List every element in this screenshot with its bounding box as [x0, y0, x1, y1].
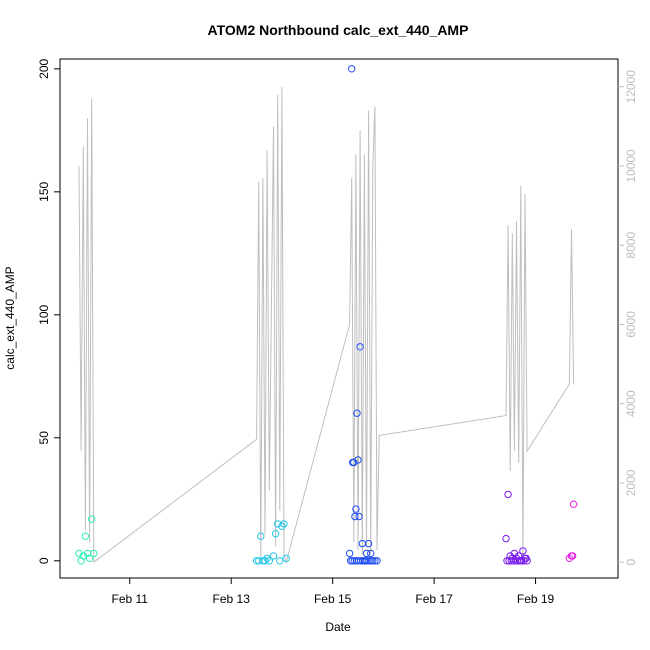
- y-axis: 0 50 100 150 200: [37, 59, 60, 564]
- data-point: [280, 520, 288, 528]
- data-point: [348, 65, 356, 73]
- data-point: [516, 557, 524, 565]
- data-point: [355, 512, 363, 521]
- data-point: [263, 554, 271, 562]
- data-point: [356, 343, 364, 351]
- data-point: [504, 490, 512, 499]
- y2-tick-label: 0: [624, 558, 638, 565]
- data-point: [282, 554, 290, 562]
- data-point: [502, 534, 510, 543]
- data-point: [88, 515, 96, 523]
- data-point: [367, 549, 375, 558]
- secondary-y-axis: 0 2000 4000 6000 8000 10000 12000: [618, 70, 638, 565]
- y-tick-label: 100: [37, 304, 51, 324]
- y2-tick-label: 2000: [624, 469, 638, 496]
- y2-tick-label: 4000: [624, 390, 638, 417]
- data-point: [350, 458, 358, 467]
- x-tick-label: Feb 17: [415, 592, 453, 606]
- data-point: [353, 409, 361, 417]
- y-axis-label: calc_ext_440_AMP: [3, 266, 17, 369]
- data-point: [278, 522, 286, 530]
- data-point: [345, 549, 354, 558]
- x-tick-label: Feb 15: [314, 592, 352, 606]
- y2-tick-label: 10000: [624, 149, 638, 183]
- data-point: [75, 549, 83, 558]
- data-point: [373, 557, 381, 565]
- x-axis: Feb 11 Feb 13 Feb 15 Feb 17 Feb 19: [112, 578, 555, 606]
- data-point: [276, 557, 284, 565]
- data-point: [520, 557, 528, 565]
- plot-frame: [59, 58, 619, 579]
- data-point: [568, 552, 577, 560]
- data-point: [77, 557, 85, 565]
- x-tick-label: Feb 19: [517, 592, 555, 606]
- y-tick-label: 50: [37, 431, 51, 445]
- data-point: [257, 532, 265, 540]
- y2-tick-label: 6000: [624, 311, 638, 338]
- x-tick-label: Feb 13: [213, 592, 251, 606]
- data-point: [351, 512, 359, 521]
- data-point: [569, 500, 578, 508]
- y2-tick-label: 12000: [624, 70, 638, 104]
- data-point: [371, 557, 379, 565]
- y-tick-label: 150: [37, 181, 51, 201]
- data-point: [261, 557, 269, 565]
- data-point: [510, 549, 519, 558]
- secondary-line-path: [78, 86, 575, 565]
- data-point: [354, 456, 362, 464]
- data-point: [90, 549, 98, 558]
- data-point: [519, 547, 527, 555]
- data-point: [81, 532, 90, 540]
- data-point: [518, 557, 526, 565]
- data-points: [75, 65, 578, 565]
- data-point: [364, 539, 373, 548]
- y2-tick-label: 8000: [624, 232, 638, 259]
- data-point: [352, 505, 360, 513]
- data-point: [85, 554, 94, 562]
- data-point: [271, 530, 280, 538]
- data-point: [79, 552, 88, 560]
- y-tick-label: 200: [37, 59, 51, 79]
- x-axis-label: Date: [325, 620, 351, 634]
- data-point: [365, 557, 373, 565]
- data-point: [269, 552, 278, 560]
- secondary-series-line: [78, 86, 575, 565]
- data-point: [362, 549, 371, 558]
- data-point: [522, 554, 530, 562]
- chart-title: ATOM2 Northbound calc_ext_440_AMP: [208, 22, 469, 38]
- data-point: [265, 557, 273, 565]
- y-tick-label: 0: [37, 557, 51, 564]
- data-point: [363, 557, 371, 565]
- data-point: [369, 557, 377, 565]
- x-tick-label: Feb 11: [112, 592, 149, 606]
